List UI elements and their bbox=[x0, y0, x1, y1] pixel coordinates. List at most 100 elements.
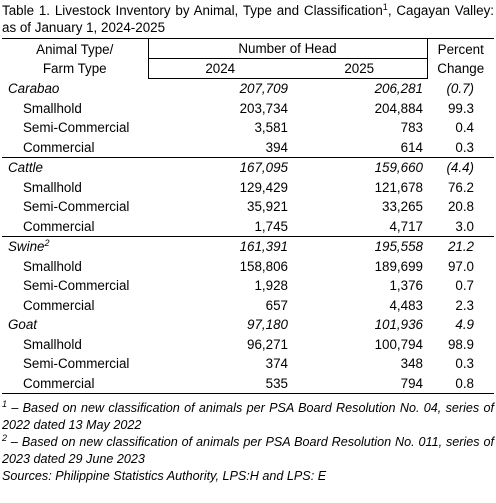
value-cell: 159,660 bbox=[292, 157, 427, 178]
table-row: Smallhold 129,429 121,678 76.2 bbox=[2, 178, 494, 198]
sources: Sources: Philippine Statistics Authority… bbox=[2, 469, 327, 483]
value-cell: 76.2 bbox=[447, 179, 474, 195]
label-text: Smallhold bbox=[23, 336, 82, 352]
value-cell: 374 bbox=[265, 356, 288, 371]
value-cell: 97.0 bbox=[447, 258, 474, 274]
footnote: 1 – Based on new classification of anima… bbox=[2, 400, 494, 433]
value-cell: 204,884 bbox=[374, 100, 423, 116]
value-cell: 4,483 bbox=[389, 297, 423, 313]
title-text: , Cagayan Valley: as of January 1, 2024-… bbox=[2, 3, 494, 35]
value-cell: 121,678 bbox=[374, 179, 423, 195]
table-row: Semi-Commercial 374 348 0.3 bbox=[2, 354, 494, 374]
label-text: Smallhold bbox=[23, 100, 82, 116]
table-row: Cattle 167,095 159,660 (4.4) bbox=[2, 157, 494, 178]
label-text: Swine bbox=[8, 239, 45, 254]
table-row: Commercial 657 4,483 2.3 bbox=[2, 296, 494, 316]
row-label: Commercial bbox=[2, 373, 148, 394]
row-label: Smallhold bbox=[2, 99, 148, 119]
row-label: Commercial bbox=[2, 296, 148, 316]
table-row: Smallhold 203,734 204,884 99.3 bbox=[2, 99, 494, 119]
table-row: Smallhold 158,806 189,699 97.0 bbox=[2, 257, 494, 277]
value-cell: 535 bbox=[148, 373, 292, 394]
table-row: Smallhold 96,271 100,794 98.9 bbox=[2, 335, 494, 355]
value-cell: 783 bbox=[400, 120, 423, 135]
value-cell: 161,391 bbox=[148, 236, 292, 257]
value-cell: 96,271 bbox=[247, 336, 288, 352]
footnote-text: – Based on new classification of animals… bbox=[2, 435, 494, 466]
label-text: Commercial bbox=[23, 139, 95, 155]
footnote-text: – Based on new classification of animals… bbox=[2, 401, 494, 432]
footnote-mark: 2 bbox=[44, 238, 50, 248]
value-cell: 4.9 bbox=[455, 317, 474, 332]
label-text: Smallhold bbox=[23, 258, 82, 274]
value-cell: 100,794 bbox=[374, 336, 423, 352]
table-row: Semi-Commercial 3,581 783 0.4 bbox=[2, 118, 494, 138]
value-cell: 1,376 bbox=[389, 278, 423, 293]
table-row: Carabao 207,709 206,281 (0.7) bbox=[2, 79, 494, 99]
value-cell: (0.7) bbox=[446, 80, 474, 96]
label-text: Semi-Commercial bbox=[23, 120, 130, 135]
label-text: Smallhold bbox=[23, 179, 82, 195]
header-cell: Percent Change bbox=[426, 38, 494, 79]
inventory-table: Animal Type/Farm Type Number of Head Per… bbox=[2, 38, 494, 394]
value-cell: 394 bbox=[265, 139, 288, 155]
value-cell: 3,581 bbox=[254, 120, 288, 135]
table-body: Carabao 207,709 206,281 (0.7) Smallhold 203,7… bbox=[2, 79, 494, 394]
row-label: Semi-Commercial bbox=[2, 118, 148, 138]
row-label: Smallhold bbox=[2, 178, 148, 198]
row-label: Swine2 bbox=[2, 236, 148, 257]
table-row: Semi-Commercial 35,921 33,265 20.8 bbox=[2, 197, 494, 217]
value-cell: 0.8 bbox=[427, 373, 494, 394]
row-label: Commercial bbox=[2, 138, 148, 158]
label-text: Commercial bbox=[23, 218, 95, 234]
label-text: Cattle bbox=[8, 160, 43, 175]
value-cell: (4.4) bbox=[427, 157, 494, 178]
table-row: Goat 97,180 101,936 4.9 bbox=[2, 315, 494, 335]
footnote: 2 – Based on new classification of anima… bbox=[2, 434, 494, 467]
value-cell: 0.4 bbox=[455, 120, 474, 135]
value-cell: 20.8 bbox=[447, 199, 474, 214]
value-cell: 3.0 bbox=[455, 218, 474, 234]
row-label: Carabao bbox=[2, 79, 148, 99]
row-label: Semi-Commercial bbox=[2, 276, 148, 296]
value-cell: 98.9 bbox=[447, 336, 474, 352]
value-cell: 97,180 bbox=[247, 317, 288, 332]
row-label: Smallhold bbox=[2, 257, 148, 277]
value-cell: 206,281 bbox=[374, 81, 423, 96]
header-text: Animal Type/ bbox=[36, 41, 114, 57]
value-cell: 0.3 bbox=[455, 356, 474, 371]
value-cell: 794 bbox=[292, 373, 427, 394]
header-text: Farm Type bbox=[42, 60, 107, 76]
header-cell: 2024 bbox=[147, 58, 292, 79]
row-label: Commercial bbox=[2, 217, 148, 237]
table-row: Semi-Commercial 1,928 1,376 0.7 bbox=[2, 276, 494, 296]
value-cell: 657 bbox=[265, 297, 288, 313]
value-cell: 35,921 bbox=[247, 199, 288, 214]
row-label: Semi-Commercial bbox=[2, 197, 148, 217]
value-cell: 1,745 bbox=[254, 218, 288, 234]
label-text: Semi-Commercial bbox=[23, 356, 130, 371]
header-text: Change bbox=[437, 60, 485, 76]
header-text: Percent bbox=[437, 41, 484, 57]
title-footnote-mark: 1 bbox=[382, 2, 388, 12]
header-cell: Animal Type/Farm Type bbox=[2, 38, 148, 79]
value-cell: 101,936 bbox=[374, 317, 423, 332]
table-title: Table 1. Livestock Inventory by Animal, … bbox=[2, 2, 494, 36]
value-cell: 189,699 bbox=[374, 258, 423, 274]
row-label: Smallhold bbox=[2, 335, 148, 355]
footnote-mark: 2 bbox=[2, 433, 8, 443]
value-cell: 21.2 bbox=[427, 236, 494, 257]
row-label: Cattle bbox=[2, 157, 148, 178]
footnotes: 1 – Based on new classification of anima… bbox=[2, 400, 494, 485]
value-cell: 1,928 bbox=[254, 278, 288, 293]
table-row: Swine2 161,391 195,558 21.2 bbox=[2, 236, 494, 257]
value-cell: 0.3 bbox=[455, 139, 474, 155]
label-text: Commercial bbox=[23, 297, 95, 313]
value-cell: 614 bbox=[400, 139, 423, 155]
table-row: Commercial 535 794 0.8 bbox=[2, 373, 494, 394]
header-cell: Number of Head bbox=[147, 38, 427, 59]
value-cell: 167,095 bbox=[148, 157, 292, 178]
title-text: Table 1. Livestock Inventory by Animal, … bbox=[2, 3, 383, 18]
table-row: Commercial 1,745 4,717 3.0 bbox=[2, 217, 494, 237]
